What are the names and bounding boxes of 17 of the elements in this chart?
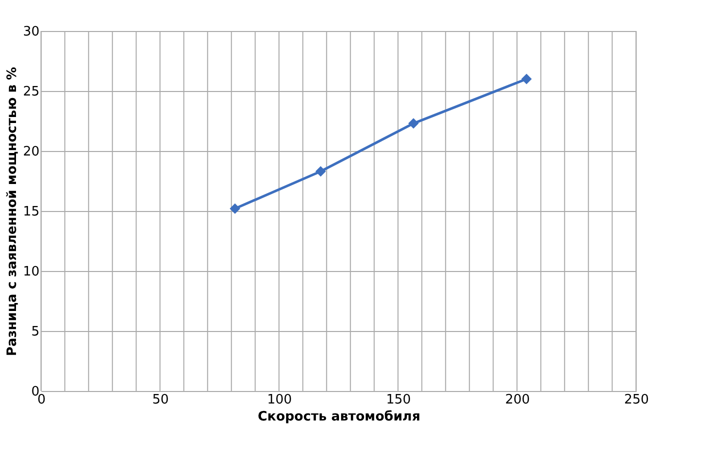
x-axis-title: Скорость автомобиля [258,410,420,424]
x-tick-label: 150 [386,392,411,408]
y-tick-label: 15 [22,204,40,220]
x-tick-label: 100 [267,392,292,408]
x-tick-label: 250 [624,392,649,408]
y-axis-title: Разница с заявленной мощностью в % [4,66,20,356]
y-tick-label: 25 [22,84,40,100]
y-tick-label: 10 [22,264,40,280]
point [408,118,419,129]
y-tick-label: 30 [22,24,40,40]
point [230,203,240,214]
x-tick-label: 50 [152,392,169,408]
x-tick-label: 200 [505,392,530,408]
y-tick-label: 20 [22,144,40,160]
point [315,166,326,177]
y-tick-label: 5 [31,324,40,340]
point [521,74,532,84]
